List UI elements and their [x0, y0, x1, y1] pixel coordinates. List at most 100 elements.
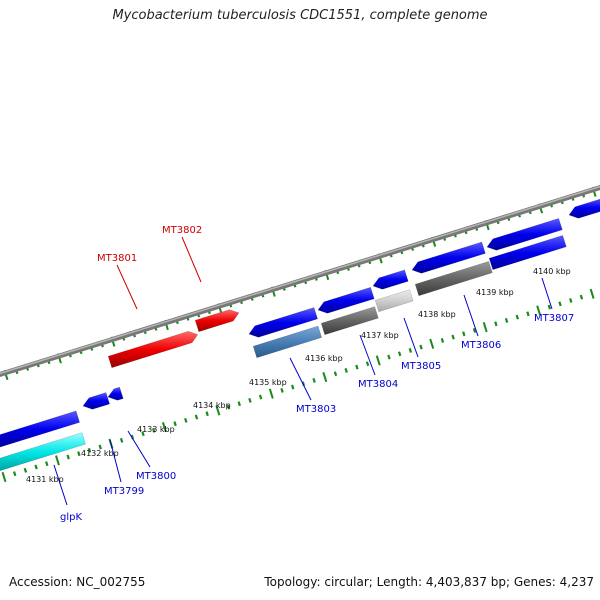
tick-mark: [375, 355, 381, 366]
tick-mark: [66, 454, 70, 460]
tick-mark: [173, 421, 177, 427]
gene-MT3799-arrow[interactable]: [82, 392, 110, 410]
tick-mark: [87, 447, 92, 453]
leader-glpK: [53, 464, 68, 506]
feature-MT3803[interactable]: [252, 325, 323, 359]
genome-backbone-highlight: [0, 185, 600, 375]
tick-mark: [291, 384, 295, 390]
tick-mark: [472, 328, 477, 333]
tick-mark: [558, 301, 562, 307]
tick-label: 4138 kbp: [418, 310, 456, 319]
tick-mark: [23, 467, 28, 473]
tick-mark: [408, 348, 413, 353]
tick-mark: [194, 414, 199, 420]
gene-label-MT3804: MT3804: [358, 379, 398, 390]
leader-MT3804: [359, 334, 376, 376]
tick-mark: [482, 322, 488, 333]
leader-MT3807: [541, 277, 553, 310]
tick-label: 4135 kbp: [249, 378, 287, 387]
tick-label: 4139 kbp: [476, 288, 514, 297]
tick-mark: [451, 334, 455, 340]
tick-mark: [184, 417, 188, 423]
leader-MT3800: [127, 430, 151, 468]
tick-mark: [322, 372, 328, 383]
feature-MT3804[interactable]: [320, 306, 379, 336]
tick-mark: [119, 437, 124, 443]
gene-labels: glpK MT3799 MT3800 MT3801 MT3802 MT3803 …: [60, 225, 574, 523]
tick-mark: [258, 394, 263, 400]
tick-mark: [280, 387, 284, 393]
accession-text: Accession: NC_002755: [9, 575, 146, 589]
gene-glpK-arrow[interactable]: [0, 410, 80, 448]
gene-MT3801[interactable]: [107, 331, 199, 369]
feature-MT3807[interactable]: [488, 235, 567, 271]
tick-mark: [161, 421, 167, 433]
tick-label: 4140 kbp: [533, 267, 571, 276]
tick-mark: [569, 298, 573, 303]
leader-MT3805: [403, 317, 419, 358]
tick-mark: [494, 321, 498, 327]
tick-mark: [77, 451, 81, 457]
leader-MT3802: [181, 236, 202, 283]
tick-mark: [268, 388, 274, 399]
tick-mark: [248, 397, 252, 403]
gene-label-glpK: glpK: [60, 512, 82, 523]
gene-label-MT3800: MT3800: [136, 471, 176, 482]
gene-MT3803-arrow[interactable]: [248, 307, 318, 338]
tick-mark: [419, 344, 423, 350]
tick-mark: [45, 461, 49, 467]
gene-label-MT3803: MT3803: [296, 404, 336, 415]
leader-MT3799: [109, 439, 122, 483]
tick-mark: [205, 411, 209, 417]
tick-mark: [515, 314, 519, 320]
tick-mark: [579, 294, 584, 300]
feature-MT3806[interactable]: [414, 261, 493, 297]
tick-mark: [344, 367, 348, 373]
tick-mark: [1, 471, 7, 483]
tick-mark: [12, 471, 17, 477]
tick-mark: [526, 311, 530, 317]
tick-mark: [440, 338, 445, 343]
gene-next-arrow[interactable]: [568, 197, 600, 219]
gene-MT3800-arrow[interactable]: [107, 386, 124, 401]
tick-mark: [141, 431, 145, 437]
tick-label: 4132 kbp: [81, 449, 119, 458]
gene-MT3805-arrow[interactable]: [372, 269, 409, 290]
tick-label: 4134 kbp: [193, 401, 231, 410]
map-title: Mycobacterium tuberculosis CDC1551, comp…: [112, 8, 488, 23]
tick-mark: [355, 364, 359, 370]
gene-MT3806-arrow[interactable]: [411, 241, 486, 274]
gene-MT3802[interactable]: [194, 309, 240, 333]
feature-glpK[interactable]: [0, 432, 86, 472]
tick-mark: [34, 464, 38, 470]
tick-labels: 4131 kbp 4132 kbp 4133 kbp 4134 kbp 4135…: [26, 267, 571, 484]
gene-label-MT3806: MT3806: [461, 340, 501, 351]
tick-label: 4131 kbp: [26, 475, 64, 484]
gene-MT3804-arrow[interactable]: [317, 286, 375, 314]
tick-mark: [387, 354, 391, 360]
tick-mark: [547, 304, 552, 310]
gene-label-MT3802: MT3802: [162, 225, 202, 236]
tick-mark: [226, 404, 231, 410]
tick-label: 4137 kbp: [361, 331, 399, 340]
tick-mark: [462, 331, 466, 337]
gene-label-MT3801: MT3801: [97, 253, 137, 264]
label-leaders: [53, 236, 553, 506]
tick-mark: [312, 377, 316, 383]
topology-text: Topology: circular; Length: 4,403,837 bp…: [264, 575, 594, 589]
tick-label: 4136 kbp: [305, 354, 343, 363]
gene-MT3807-arrow[interactable]: [486, 218, 563, 251]
tick-mark: [333, 371, 338, 377]
gene-label-MT3807: MT3807: [534, 313, 574, 324]
tick-mark: [98, 444, 102, 450]
gene-label-MT3805: MT3805: [401, 361, 441, 372]
tick-label: 4133 kbp: [137, 425, 175, 434]
tick-mark: [536, 305, 542, 316]
genome-backbone: [0, 184, 600, 378]
tick-mark: [215, 405, 221, 416]
feature-MT3805[interactable]: [374, 289, 414, 313]
tick-mark: [237, 401, 241, 407]
tick-mark: [55, 455, 60, 466]
leader-MT3803: [289, 357, 312, 401]
